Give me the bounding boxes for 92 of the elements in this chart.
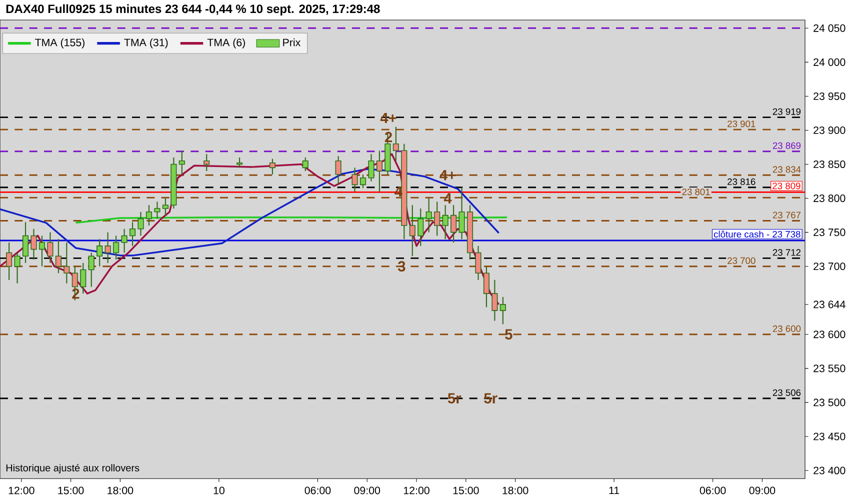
y-tick-label: 23 644 — [814, 300, 846, 308]
y-tick-label: 23 500 — [814, 398, 846, 406]
candlestick — [302, 156, 308, 172]
candlestick — [64, 242, 70, 284]
candlestick — [104, 232, 111, 264]
candlestick — [376, 150, 382, 192]
annotation: 5r — [448, 393, 462, 404]
candlestick — [360, 174, 366, 189]
candlestick — [80, 262, 86, 294]
y-tick-label: 23 800 — [814, 194, 846, 202]
candlestick — [129, 222, 136, 246]
candlestick — [96, 238, 103, 267]
candlestick — [335, 156, 342, 186]
candlestick — [475, 245, 482, 280]
ref-line-label: 23 919 — [772, 108, 801, 115]
x-tick-label: 18:00 — [502, 486, 528, 494]
candlestick — [409, 204, 416, 257]
x-tick-label: 06:00 — [700, 486, 726, 494]
candlestick — [88, 252, 94, 288]
ref-line-label: 23 834 — [772, 166, 801, 173]
x-tick-label: 11 — [609, 486, 620, 494]
candlestick — [47, 232, 54, 264]
y-tick-label: 23 850 — [814, 160, 846, 168]
candlestick — [269, 158, 276, 176]
candlestick — [442, 204, 448, 240]
x-tick-label: 15:00 — [58, 486, 84, 494]
candlestick — [426, 198, 432, 233]
ref-line-label: 23 816 — [728, 178, 756, 185]
y-tick-label: 23 600 — [814, 330, 846, 338]
annotation: 4+ — [440, 170, 456, 180]
candlestick — [434, 201, 440, 236]
x-tick-label: 10 — [214, 486, 224, 494]
ref-line-label: clôture cash - 23 738 — [714, 230, 800, 238]
candlestick — [113, 235, 120, 260]
x-tick-label: 09:00 — [749, 486, 776, 494]
y-tick-label: 23 950 — [814, 92, 846, 100]
ref-line-label: 23 506 — [772, 389, 801, 396]
candlestick — [121, 228, 128, 254]
candlestick — [138, 211, 144, 236]
candlestick — [154, 201, 160, 220]
legend-label: Prix — [283, 38, 301, 46]
y-tick-label: 23 550 — [814, 364, 846, 372]
x-tick-label: 12:00 — [8, 486, 34, 494]
annotation: Historique ajusté aux rollovers — [6, 464, 140, 474]
x-tick-label: 09:00 — [354, 486, 380, 494]
ref-line-label: 23 801 — [682, 188, 710, 196]
legend-label: TMA (155) — [35, 38, 84, 48]
candlestick — [368, 154, 374, 182]
candlestick — [392, 126, 399, 162]
candlestick — [38, 235, 46, 267]
candlestick — [204, 154, 210, 172]
y-tick-label: 23 900 — [814, 126, 846, 134]
x-tick-label: 15:00 — [453, 486, 479, 494]
chart-title: DAX40 Full0925 15 minutes 23 644 -0,44 % 10 sept. 2025, 17:29:48 — [6, 4, 380, 16]
y-tick-label: 24 000 — [814, 58, 846, 66]
candlestick — [418, 208, 424, 246]
y-tick-label: 23 700 — [814, 262, 846, 270]
ref-line-label: 23 869 — [772, 142, 801, 149]
candlestick — [162, 198, 168, 216]
candlestick — [30, 228, 37, 260]
candlestick — [178, 150, 185, 176]
candlestick — [450, 204, 457, 244]
candlestick — [22, 222, 29, 264]
ref-line-label: 23 809 — [772, 182, 800, 190]
x-tick-label: 12:00 — [404, 486, 430, 494]
annotation: 4+ — [380, 112, 396, 124]
annotation: 4 — [444, 193, 452, 204]
candlestick — [483, 266, 490, 308]
candlestick — [500, 296, 506, 325]
x-tick-label: 18:00 — [108, 486, 134, 494]
y-tick-label: 23 400 — [814, 466, 846, 474]
candlestick — [352, 167, 358, 192]
candlestick — [14, 252, 20, 284]
candlestick — [55, 238, 62, 274]
legend-label: TMA (31) — [124, 38, 168, 48]
y-tick-label: 24 050 — [814, 24, 846, 32]
ref-line-label: 23 901 — [728, 120, 756, 128]
ref-line-label: 23 600 — [772, 325, 801, 332]
ref-line-label: 23 700 — [728, 257, 756, 264]
y-tick-label: 23 450 — [814, 432, 846, 440]
y-tick-label: 23 750 — [814, 228, 846, 236]
candlestick — [492, 279, 498, 322]
ref-line-label: 23 712 — [772, 249, 801, 256]
candlestick — [236, 156, 243, 168]
candlestick — [6, 242, 12, 280]
annotation: 5r — [484, 393, 498, 404]
annotation: 5 — [505, 329, 512, 340]
candlestick — [458, 186, 465, 240]
x-tick-label: 06:00 — [304, 486, 331, 494]
ref-line-label: 23 767 — [772, 212, 801, 218]
legend-label: TMA (6) — [207, 38, 245, 48]
candlestick — [146, 204, 152, 226]
